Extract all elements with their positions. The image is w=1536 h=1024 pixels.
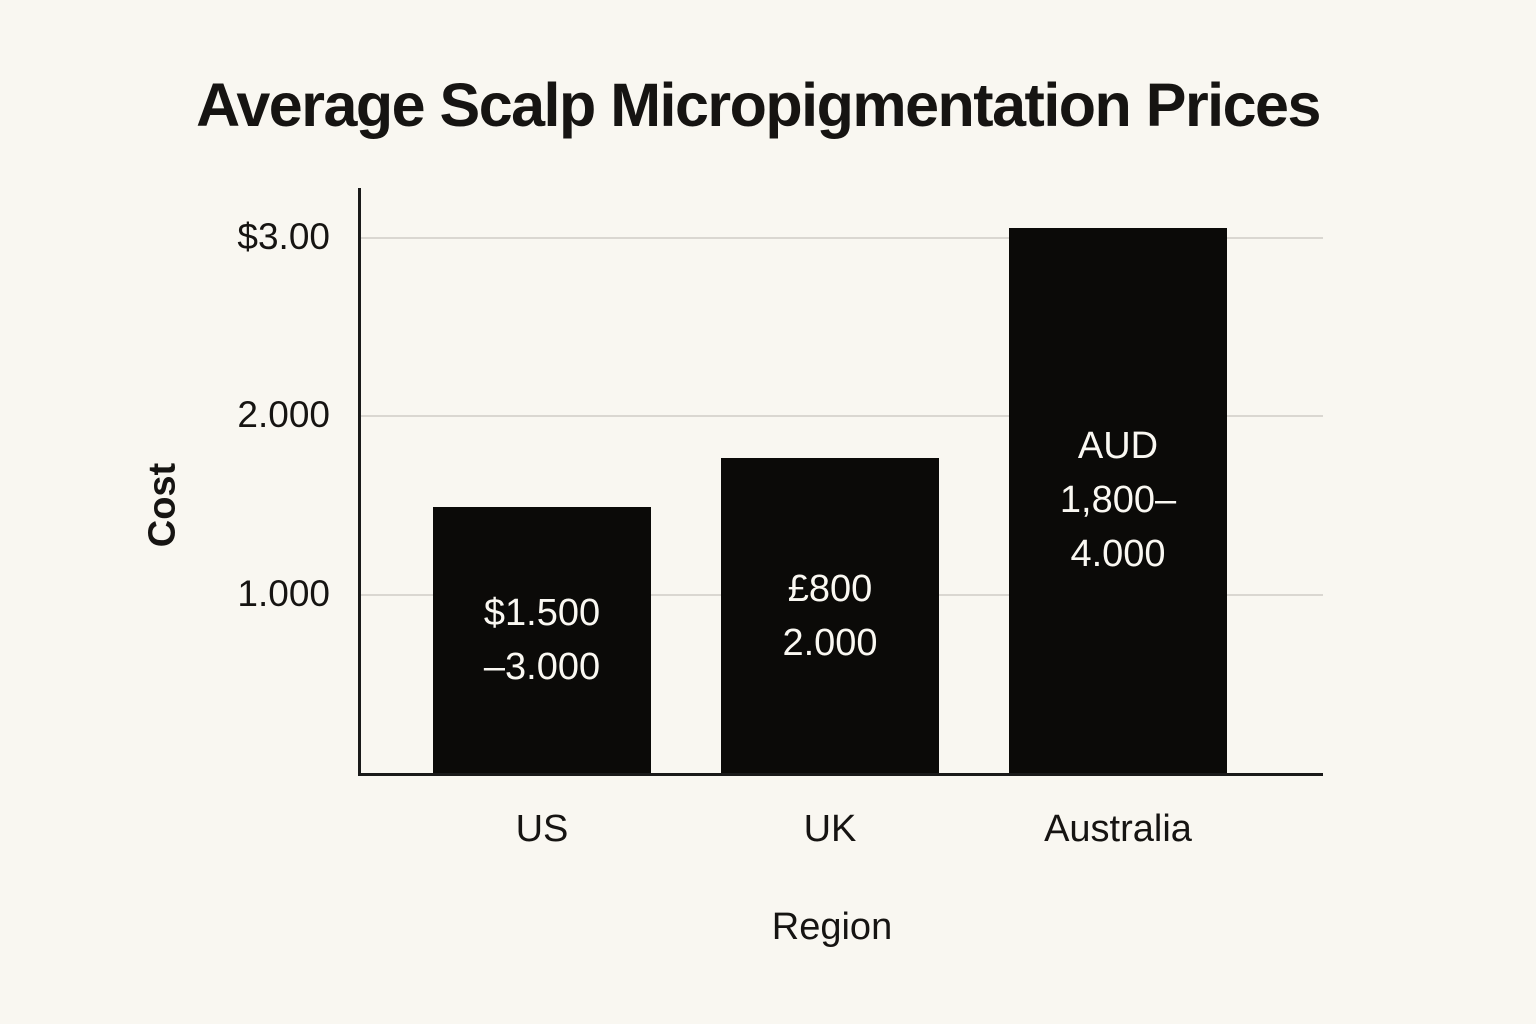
chart-title: Average Scalp Micropigmentation Prices (196, 71, 1321, 139)
y-axis-label: Cost (141, 462, 184, 548)
bar-value-label-uk: £800 2.000 (782, 567, 878, 664)
y-tick-label-2000: 2.000 (237, 394, 330, 436)
bar-value-label-australia: AUD 1,800– 4.000 (1059, 425, 1177, 576)
y-tick-label-1000: 1.000 (237, 573, 330, 615)
plot-area: $1.500 –3.000 £800 2.000 AUD 1,800– 4.00… (358, 188, 1323, 776)
x-tick-label-australia: Australia (1044, 808, 1192, 850)
x-tick-label-us: US (515, 808, 569, 850)
bar-australia: AUD 1,800– 4.000 (1009, 227, 1227, 773)
bar-value-label-us: $1.500 –3.000 (483, 591, 601, 688)
y-tick-label-3000: $3.00 (237, 215, 330, 257)
gridline-2000 (361, 415, 1323, 418)
bar-uk: £800 2.000 (721, 458, 939, 773)
x-tick-label-uk: UK (803, 808, 857, 850)
bar-us: $1.500 –3.000 (433, 506, 651, 773)
gridline-3000 (361, 236, 1323, 239)
x-axis-label: Region (771, 906, 893, 948)
